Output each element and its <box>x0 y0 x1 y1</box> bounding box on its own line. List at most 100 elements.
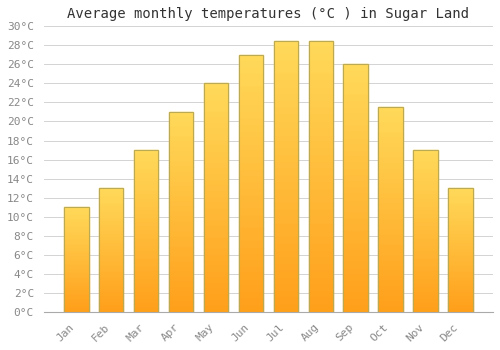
Bar <box>274 163 298 169</box>
Bar <box>378 133 403 138</box>
Bar <box>378 179 403 184</box>
Bar <box>64 223 88 225</box>
Bar <box>238 273 263 280</box>
Bar <box>238 93 263 100</box>
Bar <box>414 211 438 215</box>
Bar <box>344 71 368 77</box>
Bar <box>99 194 124 197</box>
Bar <box>238 177 263 183</box>
Bar <box>344 114 368 120</box>
Bar <box>448 188 472 312</box>
Bar <box>274 75 298 81</box>
Bar <box>238 222 263 229</box>
Bar <box>99 216 124 219</box>
Bar <box>204 203 228 209</box>
Bar <box>169 222 194 227</box>
Bar <box>344 219 368 225</box>
Bar <box>64 236 88 239</box>
Bar <box>378 220 403 225</box>
Bar <box>169 287 194 292</box>
Bar <box>134 304 158 308</box>
Bar <box>204 100 228 106</box>
Bar <box>134 150 158 312</box>
Bar <box>308 237 333 244</box>
Bar <box>64 265 88 267</box>
Bar <box>378 128 403 133</box>
Bar <box>64 278 88 280</box>
Bar <box>134 227 158 231</box>
Bar <box>134 292 158 296</box>
Bar <box>344 207 368 213</box>
Bar <box>169 172 194 177</box>
Bar <box>169 277 194 282</box>
Bar <box>64 257 88 260</box>
Bar <box>169 237 194 242</box>
Bar <box>448 250 472 253</box>
Bar <box>448 278 472 281</box>
Bar <box>204 175 228 181</box>
Bar <box>64 260 88 262</box>
Bar <box>344 170 368 176</box>
Bar <box>204 306 228 312</box>
Bar <box>134 284 158 288</box>
Bar <box>308 285 333 292</box>
Bar <box>378 112 403 118</box>
Bar <box>344 238 368 244</box>
Bar <box>274 292 298 298</box>
Bar <box>238 80 263 87</box>
Bar <box>64 283 88 286</box>
Bar <box>414 304 438 308</box>
Bar <box>134 199 158 203</box>
Bar <box>414 247 438 251</box>
Bar <box>414 255 438 259</box>
Bar <box>134 187 158 190</box>
Bar <box>378 302 403 307</box>
Bar <box>204 146 228 152</box>
Bar <box>414 288 438 292</box>
Bar <box>134 288 158 292</box>
Bar <box>274 265 298 271</box>
Bar <box>204 163 228 169</box>
Bar <box>448 231 472 235</box>
Bar <box>99 272 124 275</box>
Bar <box>64 218 88 220</box>
Bar <box>64 275 88 278</box>
Bar <box>344 262 368 268</box>
Bar <box>308 251 333 258</box>
Bar <box>274 81 298 88</box>
Bar <box>238 306 263 312</box>
Bar <box>344 83 368 89</box>
Bar <box>169 162 194 167</box>
Bar <box>308 163 333 169</box>
Bar <box>64 307 88 309</box>
Bar <box>204 289 228 295</box>
Bar <box>64 233 88 236</box>
Bar <box>134 239 158 243</box>
Bar <box>344 163 368 170</box>
Bar <box>134 280 158 284</box>
Bar <box>414 251 438 255</box>
Bar <box>169 122 194 127</box>
Bar <box>414 223 438 227</box>
Bar <box>169 182 194 187</box>
Bar <box>134 158 158 162</box>
Bar <box>99 247 124 250</box>
Bar <box>308 41 333 312</box>
Bar <box>448 197 472 201</box>
Bar <box>414 275 438 280</box>
Bar <box>169 267 194 272</box>
Bar <box>238 132 263 138</box>
Bar <box>414 158 438 162</box>
Bar <box>448 303 472 306</box>
Bar <box>274 102 298 108</box>
Bar <box>414 150 438 312</box>
Bar <box>204 124 228 129</box>
Bar <box>274 237 298 244</box>
Bar <box>238 254 263 260</box>
Bar <box>414 243 438 247</box>
Bar <box>134 231 158 235</box>
Bar <box>344 300 368 306</box>
Bar <box>64 254 88 257</box>
Bar <box>99 241 124 244</box>
Bar <box>448 266 472 268</box>
